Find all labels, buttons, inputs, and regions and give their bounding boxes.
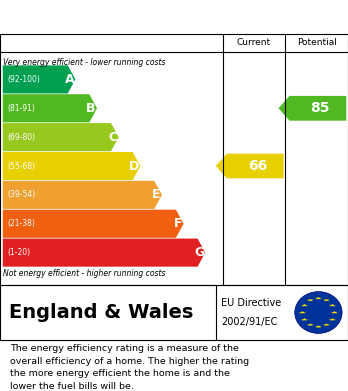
Text: Current: Current — [237, 38, 271, 47]
Text: Very energy efficient - lower running costs: Very energy efficient - lower running co… — [3, 58, 166, 67]
Polygon shape — [278, 96, 346, 121]
Polygon shape — [323, 323, 331, 326]
Polygon shape — [298, 311, 306, 314]
Polygon shape — [3, 94, 97, 122]
Text: G: G — [194, 246, 205, 259]
Text: Energy Efficiency Rating: Energy Efficiency Rating — [10, 8, 239, 26]
Text: (1-20): (1-20) — [7, 248, 30, 257]
Text: Potential: Potential — [297, 38, 337, 47]
Text: 66: 66 — [248, 159, 267, 173]
Polygon shape — [306, 299, 314, 301]
Polygon shape — [331, 311, 339, 314]
Polygon shape — [315, 325, 322, 328]
Polygon shape — [3, 152, 140, 180]
Text: The energy efficiency rating is a measure of the
overall efficiency of a home. T: The energy efficiency rating is a measur… — [10, 344, 250, 391]
Text: F: F — [173, 217, 182, 230]
Polygon shape — [315, 297, 322, 300]
Text: Not energy efficient - higher running costs: Not energy efficient - higher running co… — [3, 269, 166, 278]
Text: 2002/91/EC: 2002/91/EC — [221, 317, 277, 327]
Text: England & Wales: England & Wales — [9, 303, 193, 322]
Text: A: A — [65, 73, 74, 86]
Polygon shape — [323, 299, 331, 301]
Text: (92-100): (92-100) — [7, 75, 40, 84]
Polygon shape — [329, 318, 336, 321]
Polygon shape — [3, 65, 76, 93]
Text: (81-91): (81-91) — [7, 104, 35, 113]
Polygon shape — [301, 304, 308, 307]
Polygon shape — [3, 181, 162, 209]
Polygon shape — [306, 323, 314, 326]
Text: C: C — [108, 131, 117, 143]
Ellipse shape — [295, 292, 342, 334]
Polygon shape — [3, 210, 184, 238]
Text: (39-54): (39-54) — [7, 190, 35, 199]
Polygon shape — [3, 239, 205, 267]
Text: EU Directive: EU Directive — [221, 298, 281, 308]
Text: E: E — [152, 188, 160, 201]
Text: D: D — [129, 160, 140, 172]
Polygon shape — [329, 304, 336, 307]
Text: 85: 85 — [310, 101, 330, 115]
Polygon shape — [3, 123, 119, 151]
Text: B: B — [86, 102, 96, 115]
Polygon shape — [301, 318, 308, 321]
Text: (69-80): (69-80) — [7, 133, 35, 142]
Text: (55-68): (55-68) — [7, 161, 35, 170]
Polygon shape — [216, 154, 284, 178]
Text: (21-38): (21-38) — [7, 219, 35, 228]
